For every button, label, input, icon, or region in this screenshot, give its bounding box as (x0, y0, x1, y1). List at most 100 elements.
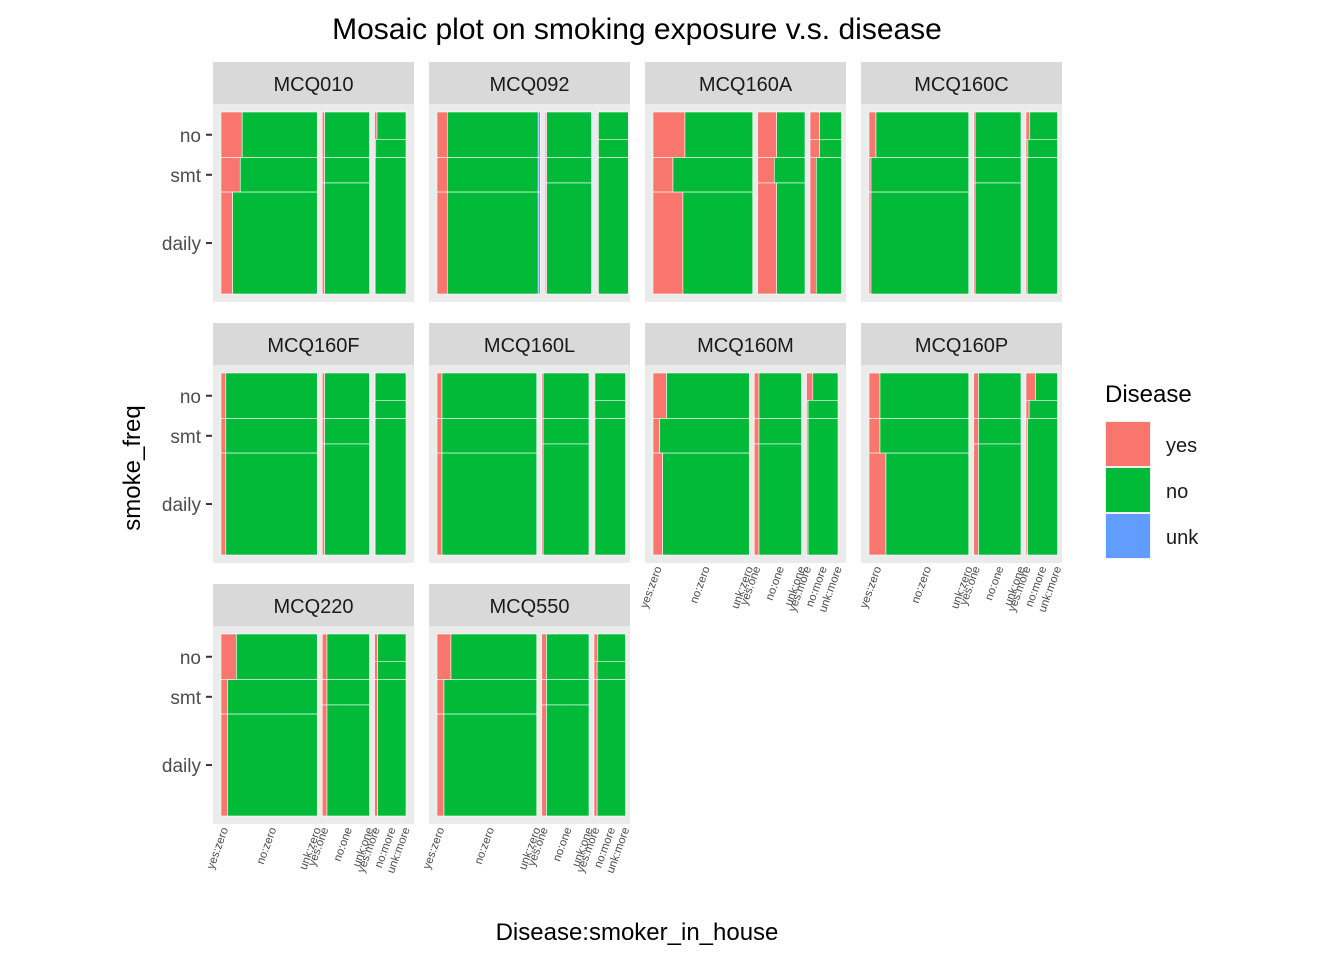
mosaic-tile-yes (753, 443, 760, 556)
mosaic-tile-yes (652, 418, 661, 454)
mosaic-tile-no (758, 372, 802, 419)
facet-panel: MCQ092 (429, 62, 630, 302)
legend-key-yes (1106, 422, 1150, 466)
mosaic-tile-yes (593, 633, 599, 662)
mosaic-tile-no (1035, 372, 1058, 401)
mosaic-tile-yes (220, 452, 227, 556)
mosaic-tile-no (596, 679, 626, 817)
mosaic-tile-yes (436, 679, 445, 715)
mosaic-tile-yes (809, 111, 820, 140)
facet-panel: MCQ010 no smt daily (162, 62, 414, 302)
mosaic-tile-unk (591, 111, 593, 158)
mosaic-tile-yes (973, 372, 979, 419)
mosaic-tile-unk (537, 157, 541, 193)
facet-strip-label: MCQ160A (699, 74, 793, 96)
y-tick-label: no (180, 387, 201, 408)
facet-strip (213, 584, 414, 626)
mosaic-tile-yes (652, 452, 663, 556)
mosaic-tile-yes (436, 713, 445, 817)
facet-strip (861, 62, 1062, 104)
mosaic-tile-yes (220, 191, 233, 295)
y-tick-label: no (180, 648, 201, 669)
mosaic-tile-yes (220, 679, 229, 715)
mosaic-tile-no (324, 372, 370, 419)
mosaic-tile-no (819, 139, 842, 158)
x-tick-label: yes:zero (421, 826, 447, 871)
facet-strip-label: MCQ160F (267, 335, 359, 357)
facet-strip-label: MCQ010 (273, 74, 353, 96)
mosaic-tile-no (324, 182, 370, 295)
legend: Disease yes no unk (1105, 381, 1199, 559)
mosaic-tile-yes (868, 452, 887, 556)
mosaic-tile-no (1027, 139, 1058, 158)
mosaic-tile-no (870, 191, 970, 295)
mosaic-tile-yes (541, 679, 547, 706)
mosaic-tile-no (441, 418, 538, 454)
mosaic-tile-no (447, 111, 539, 158)
mosaic-tile-no (374, 418, 407, 556)
legend-key-unk (1106, 514, 1150, 558)
mosaic-tile-yes (374, 679, 378, 817)
mosaic-tile-yes (220, 111, 243, 158)
facet-strip-label: MCQ160L (484, 335, 575, 357)
mosaic-tile-no (324, 443, 370, 556)
mosaic-tile-yes (220, 633, 237, 680)
mosaic-tile-no (377, 660, 407, 680)
mosaic-tile-yes (652, 157, 674, 193)
mosaic-tile-yes (652, 191, 684, 295)
y-tick-label: smt (170, 166, 201, 187)
mosaic-tile-yes (321, 111, 325, 158)
facet-strip (429, 584, 630, 626)
mosaic-tile-no (875, 111, 970, 158)
legend-label-unk: unk (1166, 527, 1199, 549)
mosaic-tile-no (227, 679, 318, 715)
mosaic-tile-no (885, 452, 970, 556)
x-tick-label: no:one (764, 565, 787, 602)
mosaic-tile-no (236, 633, 318, 680)
mosaic-tile-no (684, 111, 754, 158)
mosaic-tile-no (374, 372, 407, 401)
mosaic-tile-no (374, 399, 407, 419)
mosaic-tile-yes (541, 704, 547, 817)
y-tick-label: smt (170, 688, 201, 709)
mosaic-tile-yes (757, 111, 777, 158)
mosaic-tile-no (879, 372, 970, 419)
mosaic-tile-no (542, 443, 590, 556)
mosaic-tile-no (666, 372, 750, 419)
mosaic-tile-no (1027, 418, 1058, 556)
facet-strip-label: MCQ160M (697, 335, 794, 357)
mosaic-tile-no (542, 372, 590, 419)
mosaic-tile-no (594, 418, 626, 556)
mosaic-tile-yes (973, 418, 979, 445)
facet-strip (213, 62, 414, 104)
mosaic-tile-yes (868, 372, 881, 419)
mosaic-tile-no (441, 452, 538, 556)
x-tick-label: no:one (551, 826, 574, 863)
mosaic-tile-yes (436, 111, 448, 158)
mosaic-tile-no (376, 111, 407, 140)
mosaic-tile-no (546, 182, 592, 295)
mosaic-tile-yes (868, 418, 881, 454)
mosaic-tile-no (232, 191, 318, 295)
facet-strip (213, 323, 414, 365)
x-tick-label: yes:zero (205, 826, 231, 871)
facet-panel: MCQ160A (645, 62, 846, 302)
mosaic-tile-no (815, 157, 842, 295)
mosaic-tile-no (546, 679, 590, 706)
y-tick-label: daily (162, 495, 202, 516)
mosaic-tile-yes (321, 443, 325, 556)
x-tick-label: no:zero (255, 826, 279, 866)
x-axis-title: Disease:smoker_in_house (496, 919, 779, 946)
mosaic-tile-no (326, 679, 370, 706)
y-tick-label: daily (162, 756, 202, 777)
mosaic-tile-no (239, 157, 318, 193)
mosaic-tile-no (819, 111, 842, 140)
mosaic-tile-no (377, 633, 407, 662)
mosaic-tile-unk (591, 157, 593, 184)
mosaic-tile-no (594, 372, 626, 401)
mosaic-tile-yes (1025, 399, 1030, 419)
mosaic-tile-unk (628, 139, 630, 158)
mosaic-tile-yes (436, 191, 448, 295)
mosaic-tile-yes (374, 633, 378, 662)
